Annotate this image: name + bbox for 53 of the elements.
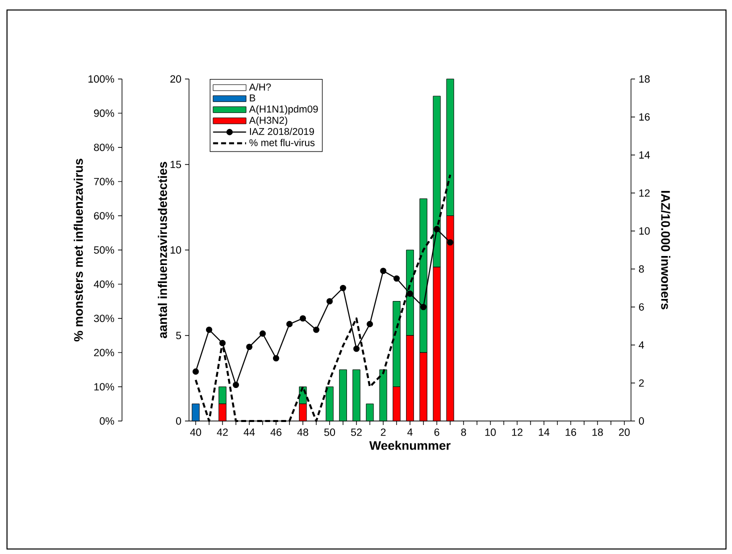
y-axis-title: aantal influenzavirusdetecties <box>158 162 168 338</box>
y2-tick-label: 2 <box>639 379 644 387</box>
y3-tick-label: 80% <box>94 144 114 152</box>
x-tick-label: 44 <box>244 428 255 436</box>
y3-tick-label: 50% <box>94 246 114 254</box>
x-tick-label: 48 <box>297 428 308 436</box>
y3-tick-label: 40% <box>94 280 114 288</box>
x-tick-label: 18 <box>592 428 603 436</box>
y3-tick-label: 70% <box>94 178 114 186</box>
y2-tick-label: 16 <box>639 113 650 121</box>
y3-tick-label: 30% <box>94 314 114 322</box>
x-tick-label: 8 <box>461 428 466 436</box>
y3-tick-label: 60% <box>94 212 114 220</box>
y-tick-label: 5 <box>176 332 182 340</box>
y3-axis-title: % monsters met influenzavirus <box>74 158 83 342</box>
x-tick-label: 52 <box>351 428 362 436</box>
x-tick-label: 42 <box>216 428 228 436</box>
x-tick-label: 40 <box>190 428 202 436</box>
x-tick-label: 6 <box>434 428 440 436</box>
y2-tick-label: 8 <box>638 265 644 273</box>
y-tick-label: 15 <box>170 160 182 168</box>
y-tick-label: 0 <box>176 417 182 425</box>
y2-tick-label: 14 <box>639 151 650 159</box>
y-tick-label: 10 <box>170 246 182 254</box>
y3-tick-label: 10% <box>94 383 114 390</box>
y2-tick-label: 18 <box>639 75 650 83</box>
legend-label: A(H3N2) <box>249 116 288 126</box>
y2-tick-label: 0 <box>638 417 644 425</box>
y2-tick-label: 4 <box>638 341 644 349</box>
legend-label: % met flu-virus <box>249 138 315 146</box>
y3-tick-label: 20% <box>94 348 114 356</box>
x-tick-label: 16 <box>566 428 576 436</box>
y2-axis-title: IAZ/10.000 inwoners <box>661 190 670 310</box>
legend-label: IAZ 2018/2019 <box>250 128 314 136</box>
x-tick-label: 10 <box>485 428 496 436</box>
y3-tick-label: 90% <box>94 109 114 117</box>
legend-label: B <box>250 94 256 102</box>
x-tick-label: 14 <box>538 428 550 436</box>
y3-tick-label: 0% <box>100 417 114 425</box>
y2-tick-label: 12 <box>639 189 650 197</box>
y-tick-label: 20 <box>170 75 182 83</box>
x-axis-title: Weeknummer <box>369 440 451 450</box>
y3-tick-label: 100% <box>88 75 114 83</box>
x-tick-label: 2 <box>380 428 386 436</box>
x-tick-label: 4 <box>407 428 413 436</box>
x-tick-label: 12 <box>512 428 522 436</box>
legend-label: A(H1N1)pdm09 <box>249 105 318 115</box>
x-tick-label: 50 <box>324 428 336 436</box>
x-tick-label: 46 <box>270 428 282 436</box>
y2-tick-label: 6 <box>639 303 644 311</box>
y2-tick-label: 10 <box>639 227 650 235</box>
legend-label: A/H? <box>249 83 271 91</box>
x-tick-label: 20 <box>619 428 630 436</box>
